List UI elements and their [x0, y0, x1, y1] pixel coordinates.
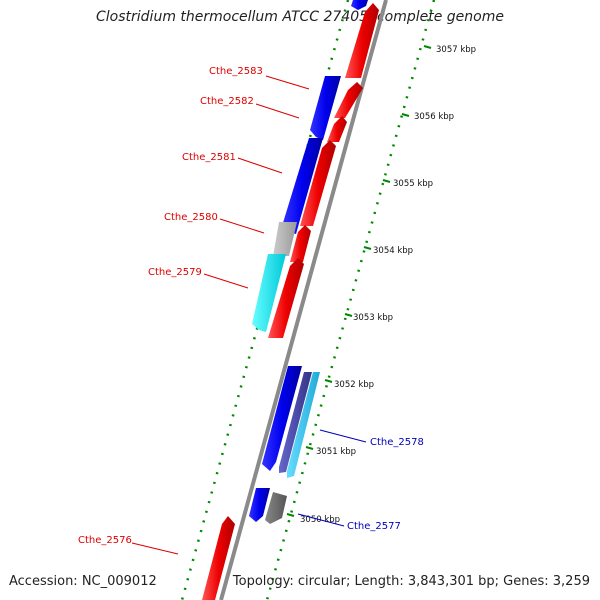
tick-label: 3057 kbp [436, 45, 476, 55]
cds-reverse[interactable] [265, 492, 287, 524]
tick-label: 3055 kbp [393, 179, 433, 189]
tick-label: 3054 kbp [373, 246, 413, 256]
gene-label-cthe-2579[interactable]: Cthe_2579 [148, 267, 202, 278]
map-title: Clostridium thermocellum ATCC 27405, com… [96, 9, 504, 25]
cds-reverse[interactable] [273, 222, 297, 256]
gene-labels: Cthe_2583 Cthe_2582 Cthe_2581 Cthe_2580 … [78, 66, 424, 555]
gene-label-cthe-2582[interactable]: Cthe_2582 [200, 96, 254, 107]
cds-forward[interactable] [327, 116, 347, 142]
cds-forward[interactable] [290, 225, 311, 262]
gc-content-track [180, 0, 436, 600]
gene-label-cthe-2578[interactable]: Cthe_2578 [370, 437, 424, 448]
gene-label-cthe-2583[interactable]: Cthe_2583 [209, 66, 263, 77]
cds-reverse[interactable] [351, 0, 368, 10]
cds-reverse[interactable] [262, 366, 302, 471]
genome-summary-text: Topology: circular; Length: 3,843,301 bp… [232, 574, 590, 589]
gene-label-cthe-2577[interactable]: Cthe_2577 [347, 521, 401, 532]
cds-forward[interactable] [334, 82, 363, 118]
cds-reverse[interactable] [282, 138, 323, 234]
gene-label-cthe-2580[interactable]: Cthe_2580 [164, 212, 218, 223]
gene-label-cthe-2581[interactable]: Cthe_2581 [182, 152, 236, 163]
cds-reverse[interactable] [279, 372, 312, 473]
accession-text: Accession: NC_009012 [9, 574, 157, 589]
gc-skew-right-dots [265, 0, 436, 600]
tick-label: 3052 kbp [334, 380, 374, 390]
cds-reverse[interactable] [287, 372, 320, 478]
cds-reverse[interactable] [310, 76, 341, 140]
cds-reverse[interactable] [249, 488, 270, 522]
cds-forward[interactable] [268, 258, 304, 338]
cds-forward[interactable] [202, 516, 235, 600]
tick-label: 3053 kbp [353, 313, 393, 323]
tick-label: 3051 kbp [316, 447, 356, 457]
cds-reverse[interactable] [252, 254, 286, 332]
gene-label-cthe-2576[interactable]: Cthe_2576 [78, 535, 132, 546]
scale-ticks [286, 45, 432, 517]
genome-backbone [219, 0, 388, 600]
cds-forward[interactable] [300, 140, 336, 226]
cds-forward[interactable] [345, 3, 379, 78]
tick-label: 3056 kbp [414, 112, 454, 122]
forward-strand-track [202, 3, 379, 600]
reverse-strand-track [249, 0, 368, 524]
